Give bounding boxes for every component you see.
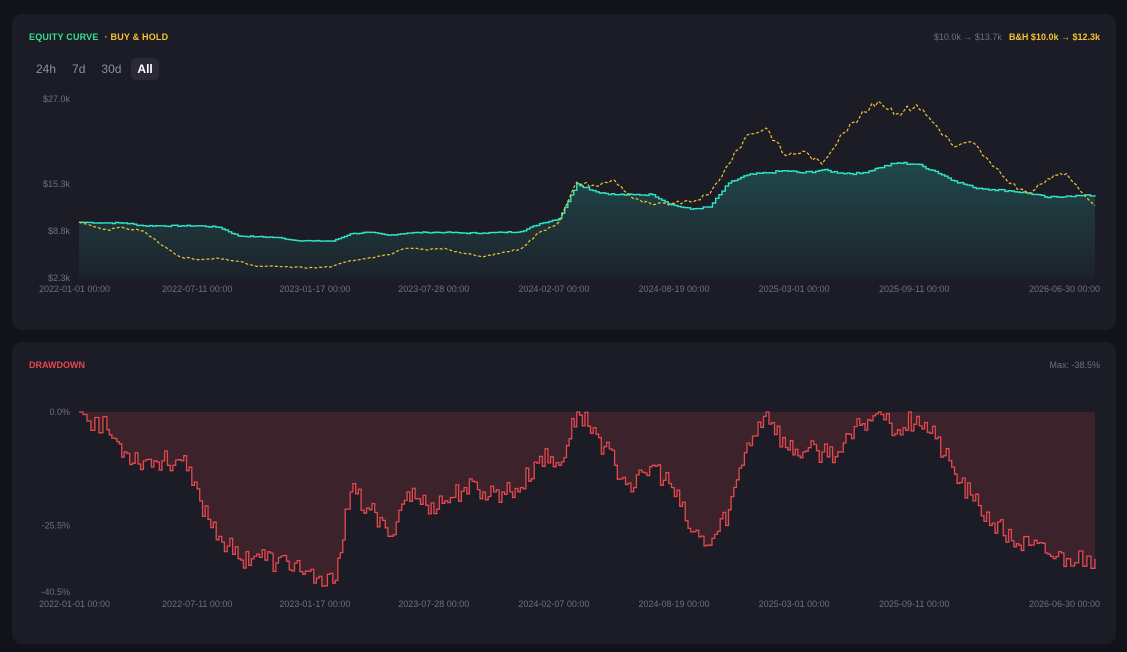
y-tick-label: -25.5%: [41, 520, 70, 530]
buy-hold-line: [78, 100, 1096, 269]
x-tick-label: 2022-01-01 00:00: [39, 599, 110, 609]
equity-return-stat: $10.0k → $13.7k: [933, 32, 1002, 42]
drawdown-line: [79, 411, 1096, 587]
range-24h-button[interactable]: 24h: [36, 62, 57, 76]
y-tick-label: -40.5%: [41, 587, 70, 597]
x-tick-label: 2026-06-30 00:00: [1029, 599, 1100, 609]
legend-equity-curve: EQUITY CURVE: [29, 32, 99, 42]
equity-curve-line: [79, 161, 1096, 242]
y-tick-label: $15.3k: [43, 179, 71, 189]
x-tick-label: 2022-01-01 00:00: [39, 284, 110, 294]
x-tick-label: 2026-06-30 00:00: [1029, 284, 1100, 294]
x-tick-label: 2025-09-11 00:00: [879, 599, 949, 609]
x-tick-label: 2023-01-17 00:00: [279, 599, 350, 609]
range-30d-button[interactable]: 30d: [101, 62, 122, 76]
x-tick-label: 2024-08-19 00:00: [638, 599, 709, 609]
drawdown-area-fill: [79, 412, 1095, 587]
max-drawdown-stat: Max: -38.5%: [1049, 360, 1100, 370]
y-tick-label: $8.8k: [48, 226, 71, 236]
x-tick-label: 2024-08-19 00:00: [638, 284, 709, 294]
drawdown-chart: 0.0% -25.5% -40.5% 2022-01-01 00:00 2022-07-…: [39, 407, 1100, 609]
x-tick-label: 2025-03-01 00:00: [759, 284, 830, 294]
time-range-selector: 24h 7d 30d All: [30, 58, 159, 80]
x-tick-label: 2022-07-11 00:00: [162, 599, 232, 609]
range-7d-button[interactable]: 7d: [72, 62, 86, 76]
drawdown-panel: DRAWDOWN Max: -38.5% 0.0% -25.5% -40.5% 202…: [12, 342, 1116, 644]
x-tick-label: 2022-07-11 00:00: [162, 284, 232, 294]
y-tick-label: 0.0%: [49, 407, 70, 417]
legend-buy-hold: · BUY & HOLD: [104, 32, 169, 42]
y-tick-label: $2.3k: [48, 273, 71, 283]
x-tick-label: 2025-09-11 00:00: [879, 284, 949, 294]
x-tick-label: 2023-01-17 00:00: [279, 284, 350, 294]
drawdown-title: DRAWDOWN: [29, 360, 85, 370]
equity-legend: EQUITY CURVE · BUY & HOLD: [29, 32, 168, 42]
x-tick-label: 2023-07-28 00:00: [398, 599, 469, 609]
range-all-button[interactable]: All: [131, 58, 159, 80]
x-tick-label: 2023-07-28 00:00: [398, 284, 469, 294]
equity-stats: $10.0k → $13.7k B&H $10.0k → $12.3k: [934, 32, 1100, 42]
x-tick-label: 2025-03-01 00:00: [759, 599, 830, 609]
y-tick-label: $27.0k: [43, 94, 71, 104]
equity-area-fill: [79, 162, 1095, 278]
x-tick-label: 2024-02-07 00:00: [518, 599, 589, 609]
equity-panel: EQUITY CURVE · BUY & HOLD $10.0k → $13.7k…: [12, 14, 1116, 330]
x-tick-label: 2024-02-07 00:00: [518, 284, 589, 294]
bh-return-stat: B&H $10.0k → $12.3k: [1008, 32, 1100, 42]
